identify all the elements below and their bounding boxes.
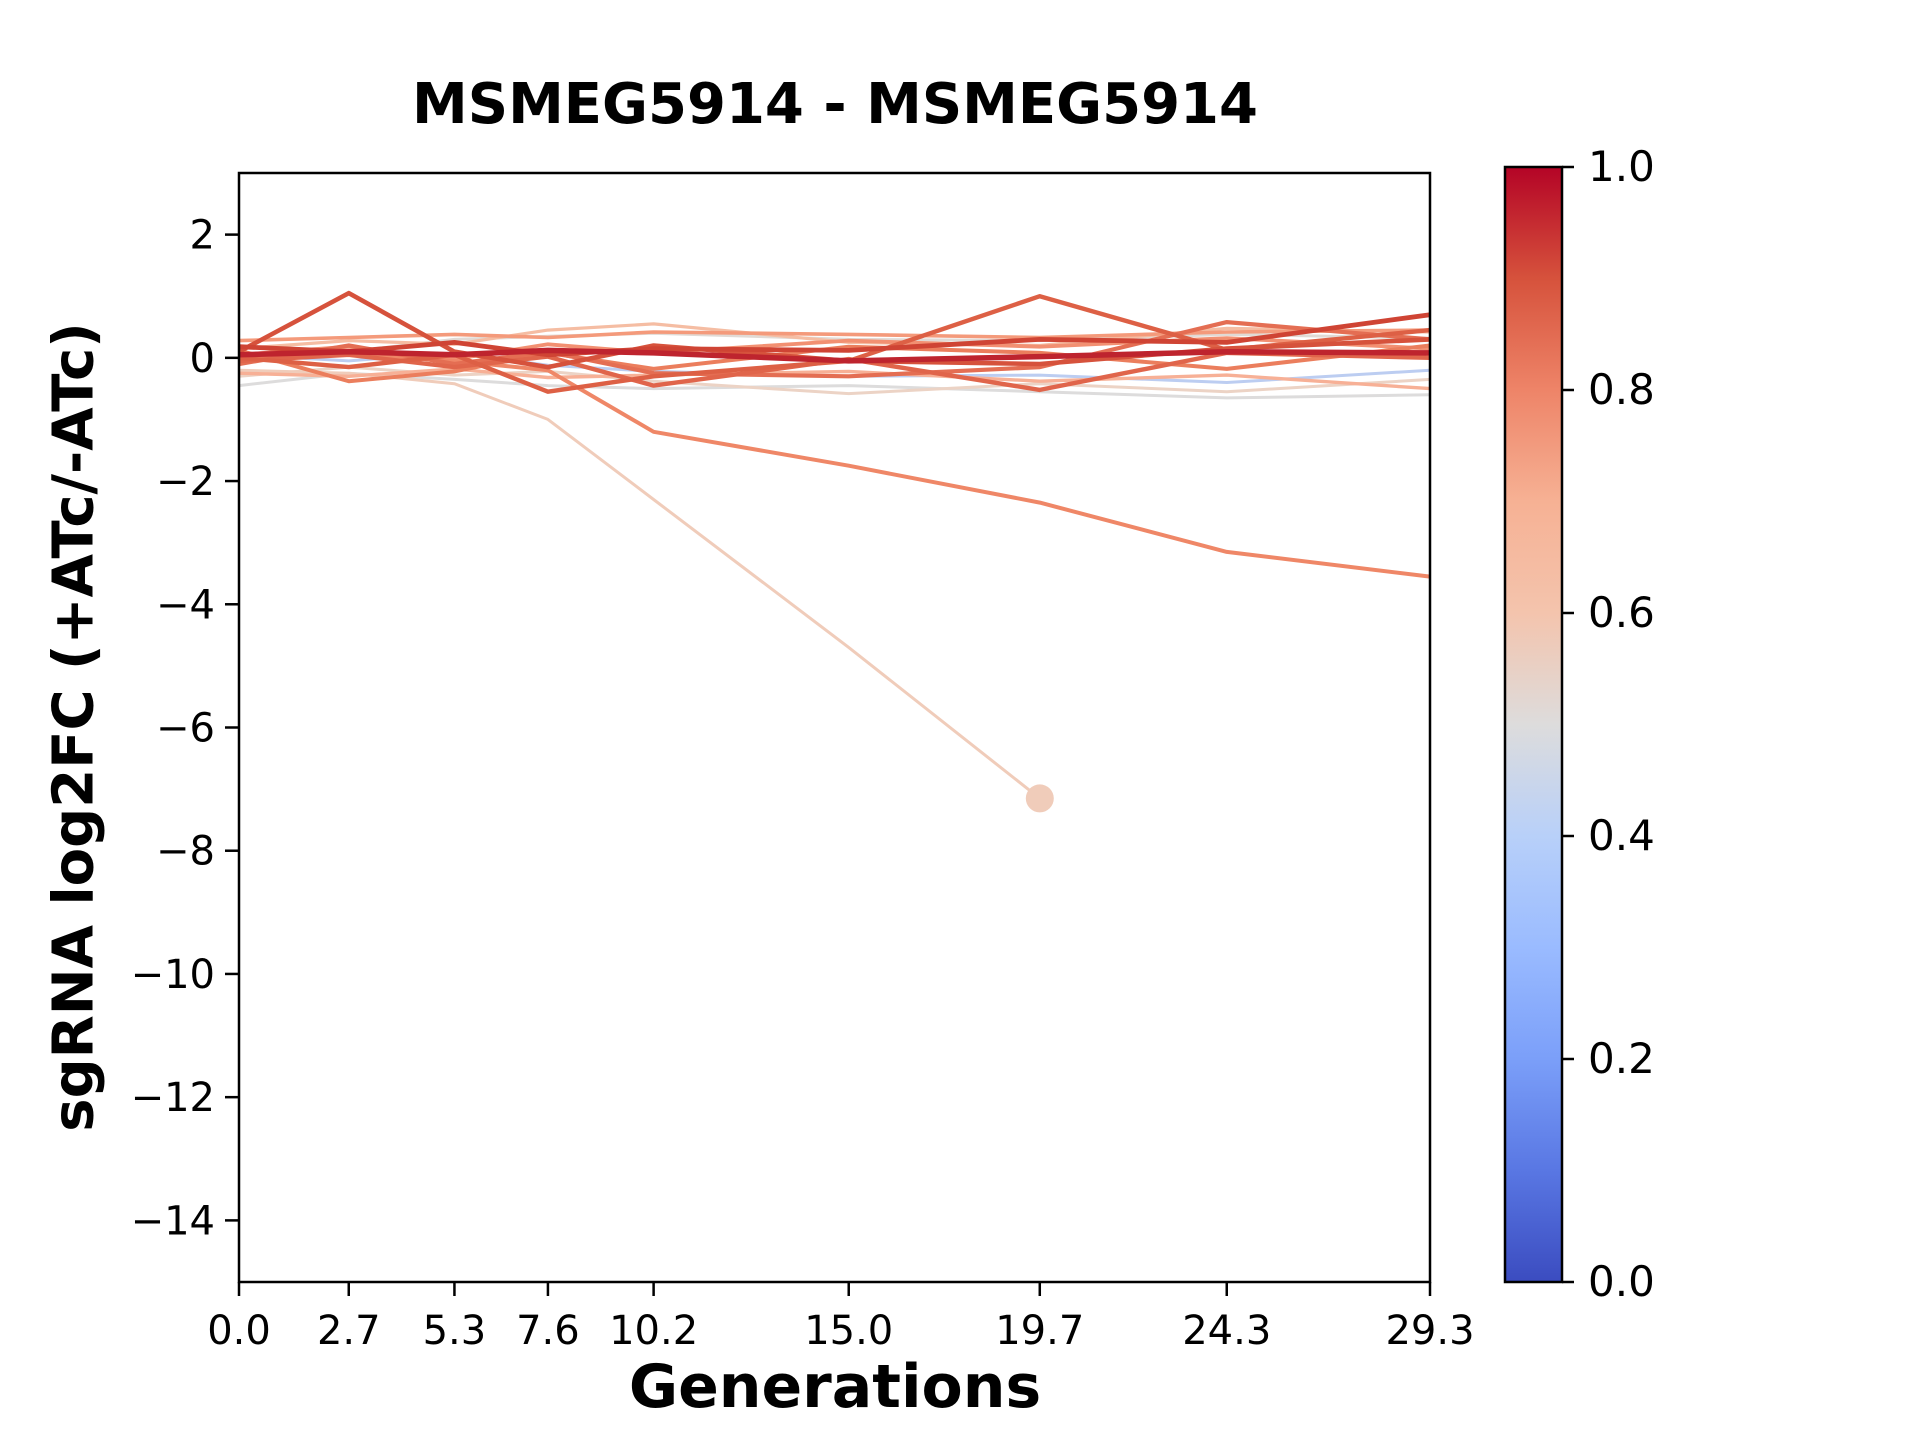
y-tick-label: −14 (131, 1198, 215, 1244)
colorbar-tick-label: 0.4 (1588, 811, 1655, 860)
x-axis-label: Generations (628, 1352, 1042, 1422)
y-tick-label: −2 (156, 459, 215, 505)
colorbar-tick-label: 0.8 (1588, 365, 1655, 414)
y-tick-label: −6 (156, 706, 215, 752)
series-line-16 (238, 312, 1431, 358)
x-tick-label: 0.0 (207, 1308, 271, 1354)
colorbar (1503, 165, 1564, 1284)
series-line-05 (238, 368, 1041, 800)
x-tick-label: 24.3 (1182, 1308, 1271, 1354)
y-tick-label: −4 (156, 582, 215, 628)
x-tick-label: 19.7 (995, 1308, 1084, 1354)
y-tick-label: −10 (131, 952, 215, 998)
y-tick-label: −8 (156, 829, 215, 875)
y-tick-label: 0 (190, 336, 215, 382)
x-tick-label: 2.7 (317, 1308, 381, 1354)
x-tick-label: 29.3 (1385, 1308, 1474, 1354)
end-marker-dot (1025, 784, 1054, 813)
colorbar-tick-label: 1.0 (1588, 142, 1655, 191)
series-line-10 (238, 352, 1431, 579)
x-tick-label: 7.6 (516, 1308, 580, 1354)
series-line-13 (238, 350, 1431, 393)
y-axis-label: sgRNA log2FC (+ATc/-ATc) (41, 322, 107, 1132)
x-tick-label: 15.0 (804, 1308, 893, 1354)
series-line-04 (238, 365, 1431, 396)
y-tick-label: 2 (190, 213, 215, 259)
series-line-17 (238, 347, 1431, 364)
x-tick-label: 10.2 (609, 1308, 698, 1354)
series-line-14 (238, 294, 1431, 394)
colorbar-tick-label: 0.0 (1588, 1257, 1655, 1306)
x-tick-label: 5.3 (423, 1308, 487, 1354)
colorbar-tick-label: 0.2 (1588, 1034, 1655, 1083)
y-tick-label: −12 (131, 1075, 215, 1121)
colorbar-tick-label: 0.6 (1588, 588, 1655, 637)
chart-title: MSMEG5914 - MSMEG5914 (412, 72, 1258, 137)
